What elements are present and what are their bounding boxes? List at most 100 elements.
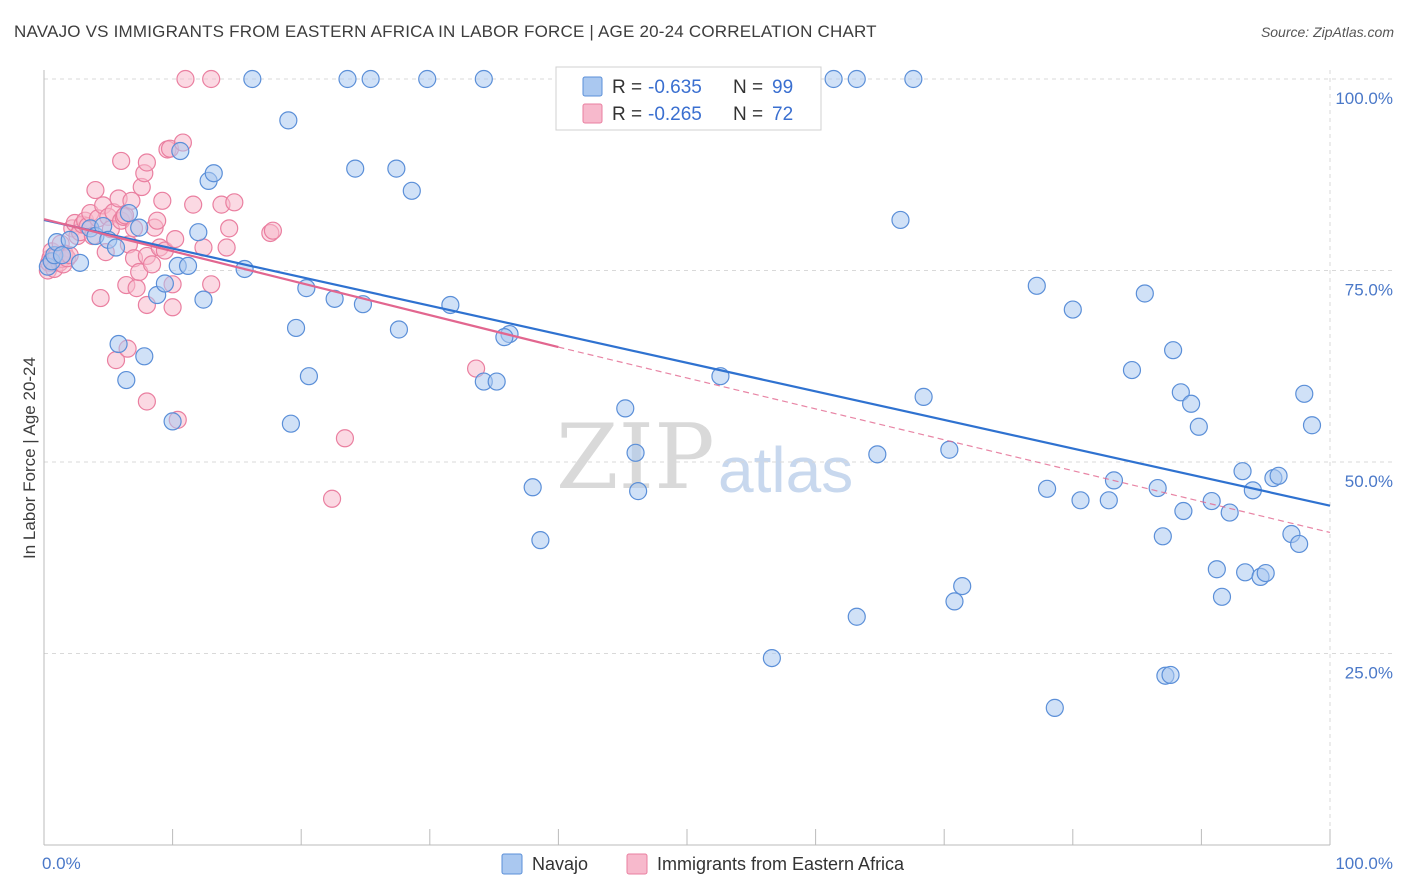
- point-navajo: [1164, 341, 1183, 360]
- point-navajo: [1071, 491, 1090, 510]
- point-navajo: [1269, 466, 1288, 485]
- point-navajo: [178, 256, 198, 276]
- point-navajo: [70, 253, 90, 272]
- point-navajo: [1063, 300, 1082, 319]
- point-navajo: [361, 69, 380, 89]
- legend-r-value-1: -0.635: [648, 77, 702, 98]
- point-navajo: [204, 164, 223, 183]
- legend-n-label-2: N =: [733, 104, 763, 125]
- point-eastern-africa: [153, 191, 172, 210]
- stats-legend: R = -0.635 N = 99 R = -0.265 N = 72: [555, 66, 822, 131]
- point-navajo: [1220, 503, 1239, 522]
- point-navajo: [626, 443, 645, 462]
- y-tick-label: 25.0%: [1345, 664, 1393, 683]
- point-navajo: [130, 218, 149, 237]
- point-navajo: [189, 223, 208, 242]
- legend-r-value-2: -0.265: [648, 104, 702, 125]
- point-navajo: [1202, 491, 1221, 511]
- point-navajo: [119, 203, 138, 223]
- trend-lines: [43, 218, 1331, 534]
- point-navajo: [299, 367, 319, 386]
- point-eastern-africa: [335, 429, 355, 448]
- point-eastern-africa: [91, 288, 110, 308]
- point-navajo: [106, 238, 126, 257]
- point-navajo: [847, 607, 866, 626]
- point-navajo: [1171, 383, 1190, 402]
- point-navajo: [243, 69, 262, 89]
- point-eastern-africa: [263, 221, 283, 240]
- point-navajo: [281, 414, 301, 433]
- point-navajo: [1295, 384, 1314, 403]
- point-navajo: [1161, 665, 1180, 685]
- series-navajo-points: [38, 69, 1322, 717]
- point-eastern-africa: [163, 298, 182, 317]
- point-navajo: [487, 372, 506, 391]
- point-navajo: [1122, 360, 1142, 380]
- point-navajo: [402, 181, 421, 200]
- point-eastern-africa: [202, 275, 221, 294]
- point-navajo: [389, 320, 409, 339]
- point-navajo: [338, 69, 357, 89]
- point-navajo: [52, 246, 72, 265]
- legend-n-label-1: N =: [733, 77, 763, 98]
- series-eastern-africa-points: [38, 69, 486, 508]
- point-eastern-africa: [142, 255, 162, 274]
- point-navajo: [1174, 501, 1193, 521]
- point-navajo: [945, 592, 964, 611]
- y-axis-label: In Labor Force | Age 20-24: [20, 357, 39, 559]
- point-navajo: [163, 412, 182, 431]
- legend-r-label-1: R =: [612, 77, 642, 98]
- y-tick-labels: 25.0% 50.0% 75.0% 100.0%: [1335, 89, 1393, 683]
- point-eastern-africa: [127, 279, 146, 298]
- point-navajo: [1302, 416, 1322, 435]
- point-navajo: [1099, 491, 1118, 510]
- point-eastern-africa: [217, 238, 236, 257]
- point-navajo: [1135, 284, 1154, 303]
- point-navajo: [847, 69, 866, 89]
- point-navajo: [155, 274, 174, 293]
- bottom-legend-africa: Immigrants from Eastern Africa: [657, 854, 905, 874]
- y-tick-label: 100.0%: [1335, 89, 1393, 108]
- point-navajo: [135, 347, 154, 366]
- point-navajo: [914, 387, 933, 406]
- trend-line-eastern-africa-projection: [558, 346, 1331, 534]
- watermark-atlas: atlas: [718, 434, 853, 506]
- point-navajo: [953, 576, 972, 596]
- point-navajo: [279, 111, 298, 130]
- y-tick-label: 75.0%: [1345, 281, 1393, 300]
- legend-n-value-2: 72: [772, 104, 793, 125]
- point-navajo: [531, 531, 550, 550]
- point-navajo: [1189, 417, 1208, 436]
- point-navajo: [418, 69, 437, 89]
- y-tick-label: 50.0%: [1345, 472, 1393, 491]
- point-navajo: [286, 318, 306, 338]
- source-credit: Source: ZipAtlas.com: [1260, 24, 1394, 40]
- bottom-legend-navajo: Navajo: [532, 854, 588, 874]
- point-navajo: [60, 230, 79, 249]
- point-navajo: [629, 482, 648, 501]
- series-legend: Navajo Immigrants from Eastern Africa: [501, 853, 905, 875]
- x-ticks: [43, 829, 1331, 845]
- point-eastern-africa: [202, 69, 221, 89]
- point-navajo: [171, 141, 190, 161]
- point-navajo: [387, 159, 406, 178]
- x-tick-label-min: 0.0%: [42, 854, 81, 873]
- point-navajo: [1027, 276, 1046, 295]
- point-eastern-africa: [176, 69, 195, 89]
- x-tick-label-max: 100.0%: [1335, 854, 1393, 873]
- point-eastern-africa: [166, 229, 185, 249]
- point-eastern-africa: [220, 219, 239, 238]
- legend-swatch-navajo: [582, 76, 603, 97]
- point-navajo: [474, 69, 493, 89]
- legend-n-value-1: 99: [772, 77, 793, 98]
- bottom-legend-swatch-navajo: [501, 853, 523, 875]
- point-navajo: [891, 210, 910, 230]
- point-eastern-africa: [148, 211, 167, 230]
- point-navajo: [1207, 560, 1226, 579]
- point-navajo: [1236, 563, 1255, 582]
- legend-swatch-africa: [582, 103, 603, 124]
- point-navajo: [1212, 587, 1232, 606]
- point-navajo: [523, 478, 542, 497]
- point-navajo: [1233, 462, 1252, 481]
